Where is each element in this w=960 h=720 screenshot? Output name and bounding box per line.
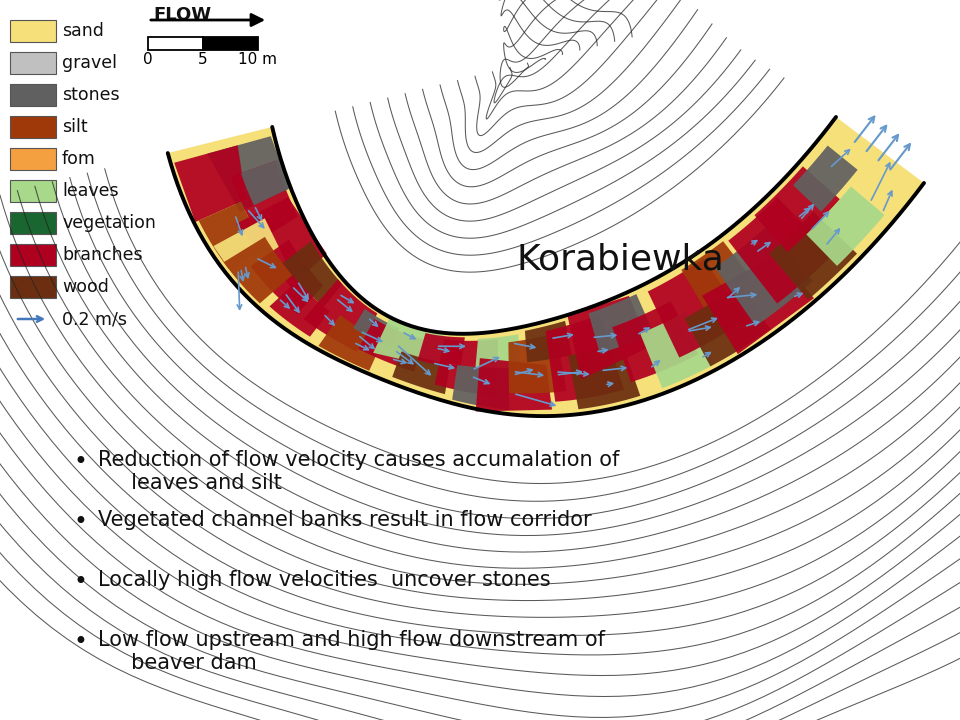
Polygon shape — [418, 333, 465, 369]
Text: •: • — [73, 510, 87, 534]
Polygon shape — [568, 341, 640, 409]
Polygon shape — [435, 339, 498, 396]
Text: sand: sand — [62, 22, 104, 40]
Polygon shape — [207, 136, 290, 212]
Text: branches: branches — [62, 246, 143, 264]
Polygon shape — [303, 279, 377, 351]
Polygon shape — [231, 161, 298, 240]
Text: •: • — [73, 630, 87, 654]
Bar — [10, 212, 56, 234]
Polygon shape — [251, 240, 324, 314]
Polygon shape — [729, 197, 833, 304]
Text: stones: stones — [62, 86, 120, 104]
Polygon shape — [475, 334, 520, 368]
Text: silt: silt — [62, 118, 87, 136]
Polygon shape — [588, 294, 654, 354]
Polygon shape — [648, 258, 745, 358]
Polygon shape — [224, 237, 292, 303]
Polygon shape — [509, 333, 566, 394]
Polygon shape — [715, 228, 813, 326]
Bar — [10, 180, 56, 202]
Bar — [10, 244, 56, 266]
Polygon shape — [319, 315, 383, 371]
Polygon shape — [236, 197, 326, 287]
Text: leaves: leaves — [62, 182, 119, 200]
Polygon shape — [199, 202, 265, 270]
Polygon shape — [168, 117, 924, 416]
Text: •: • — [73, 450, 87, 474]
Polygon shape — [174, 145, 246, 222]
Text: 0.2 m/s: 0.2 m/s — [62, 310, 127, 328]
Polygon shape — [213, 218, 293, 307]
Polygon shape — [567, 296, 650, 379]
Polygon shape — [806, 186, 884, 266]
Polygon shape — [270, 281, 329, 337]
Polygon shape — [755, 166, 840, 252]
Polygon shape — [476, 358, 552, 412]
Polygon shape — [282, 241, 343, 307]
Text: Low flow upstream and high flow downstream of
     beaver dam: Low flow upstream and high flow downstre… — [98, 630, 605, 673]
Text: vegetation: vegetation — [62, 214, 156, 232]
Polygon shape — [241, 160, 288, 205]
Bar — [10, 116, 56, 138]
Text: Locally high flow velocities  uncover stones: Locally high flow velocities uncover sto… — [98, 570, 551, 590]
Text: 10 m: 10 m — [238, 52, 277, 67]
Bar — [10, 52, 56, 74]
Bar — [203, 37, 258, 50]
Bar — [148, 37, 203, 50]
Polygon shape — [640, 312, 715, 388]
Polygon shape — [769, 212, 857, 300]
Polygon shape — [702, 255, 814, 354]
Polygon shape — [612, 301, 699, 382]
Text: 0: 0 — [143, 52, 153, 67]
Polygon shape — [393, 351, 450, 394]
Polygon shape — [452, 365, 510, 410]
Text: FLOW: FLOW — [153, 6, 211, 24]
Polygon shape — [373, 318, 451, 369]
Text: Reduction of flow velocity causes accumalation of
     leaves and silt: Reduction of flow velocity causes accuma… — [98, 450, 619, 493]
Bar — [10, 84, 56, 106]
Text: wood: wood — [62, 278, 108, 296]
Bar — [10, 20, 56, 42]
Polygon shape — [525, 321, 572, 362]
Polygon shape — [684, 284, 771, 366]
Text: fom: fom — [62, 150, 96, 168]
Polygon shape — [682, 241, 750, 307]
Text: gravel: gravel — [62, 54, 117, 72]
Text: •: • — [73, 570, 87, 594]
Text: Korabiewka: Korabiewka — [516, 243, 724, 277]
Text: Vegetated channel banks result in flow corridor: Vegetated channel banks result in flow c… — [98, 510, 591, 530]
Text: 5: 5 — [198, 52, 207, 67]
Polygon shape — [358, 319, 423, 372]
Polygon shape — [353, 309, 399, 348]
Polygon shape — [545, 315, 624, 402]
Bar — [10, 148, 56, 170]
Bar — [10, 276, 56, 298]
Polygon shape — [793, 145, 857, 212]
